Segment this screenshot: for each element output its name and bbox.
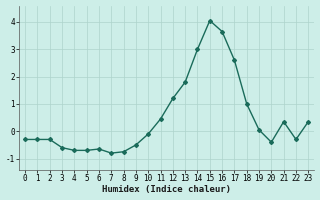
X-axis label: Humidex (Indice chaleur): Humidex (Indice chaleur) [102,185,231,194]
